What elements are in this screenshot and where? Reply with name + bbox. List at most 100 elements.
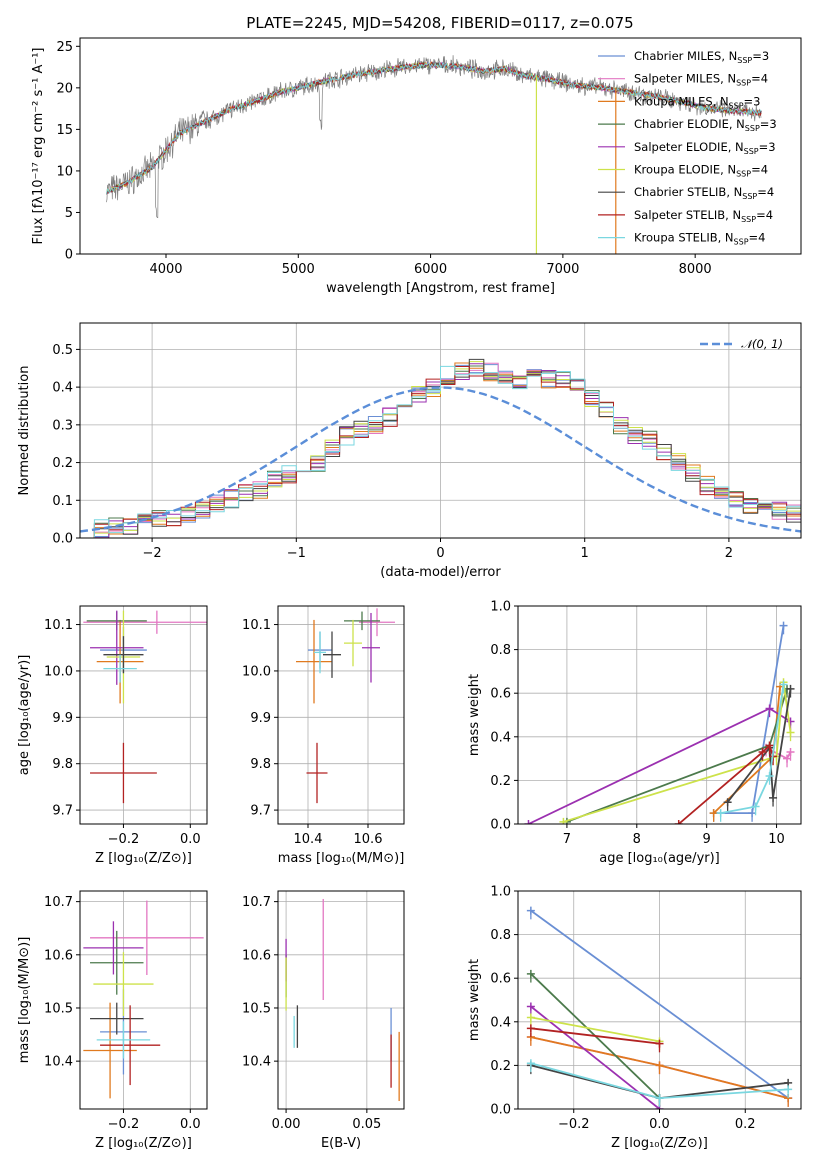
legend-label-subscript: SSP (745, 124, 760, 133)
y-tick-label: 0.2 (490, 1059, 511, 1074)
panel-spectrum: 4000 5000 6000 7000 8000 0 5 10 15 20 25 wavelength… (31, 37, 802, 296)
y-axis-label: mass [log₁₀(M/M⊙)] (17, 937, 32, 1064)
x-tick-label: 0.05 (352, 1117, 381, 1132)
legend-label-subscript: SSP (736, 170, 751, 179)
x-tick-label: 10.6 (354, 832, 383, 847)
series-line (530, 909, 789, 1099)
axes-frame (517, 890, 802, 1110)
data-point (90, 610, 144, 685)
plot-area-mass-vs-Z (83, 900, 204, 1099)
data-point (83, 921, 144, 975)
data-point (359, 608, 395, 637)
legend-label-suffix: =4 (756, 208, 773, 222)
x-tick-label: 0 (436, 546, 444, 561)
y-tick-label: 0.2 (52, 456, 73, 471)
series-line (530, 1016, 660, 1043)
data-point (344, 611, 380, 631)
histogram-step-line (80, 361, 801, 538)
plot-area-massweight-vs-age (524, 621, 795, 824)
series (716, 680, 788, 822)
y-tick-label: 10.1 (44, 618, 73, 633)
y-tick-label: 10.0 (242, 664, 271, 679)
legend: 𝒩(0, 1) (700, 337, 783, 351)
legend-label: Chabrier ELODIE, NSSP=3 (634, 117, 777, 133)
panel-mass-vs-Z: −0.2 0.0 10.4 10.5 10.6 10.7 Z [log₁₀(Z/Z⊙)] ma… (17, 890, 208, 1151)
y-tick-label: 9.8 (250, 757, 271, 772)
legend-label-name: Chabrier MILES, N (634, 49, 737, 63)
legend-label-subscript: SSP (734, 238, 749, 247)
x-tick-label: 10.4 (294, 832, 323, 847)
legend-label-suffix: =4 (757, 185, 774, 199)
plot-area-massweight-vs-Z (526, 906, 793, 1109)
x-tick-label: 0.0 (649, 1117, 670, 1132)
data-point (362, 612, 380, 683)
legend-label: 𝒩(0, 1) (741, 337, 783, 351)
panel-massweight-vs-Z: −0.2 0.0 0.2 0.0 0.2 0.4 0.6 0.8 1.0 Z [log₁₀(Z/Z… (467, 885, 802, 1151)
x-axis-label: E(B-V) (321, 1136, 361, 1151)
y-tick-label: 0.0 (52, 532, 73, 547)
y-tick-label: 10.4 (44, 1055, 73, 1070)
legend-label: Salpeter MILES, NSSP=4 (634, 72, 768, 88)
gaussian-reference-curve (80, 386, 801, 533)
legend-label-name: Chabrier ELODIE, N (634, 117, 745, 131)
x-tick-label: 0.2 (735, 1117, 756, 1132)
series (526, 1024, 664, 1053)
x-tick-label: 10 (768, 832, 785, 847)
x-axis-label: mass [log₁₀(M/M⊙)] (278, 851, 405, 866)
data-point (96, 1021, 151, 1059)
data-point (344, 619, 362, 667)
panel-mass-vs-EBV: 0.00 0.05 10.4 10.5 10.6 10.7 E(B-V) (242, 890, 405, 1151)
axes-frame (79, 322, 802, 539)
y-tick-label: 0.8 (490, 928, 511, 943)
data-point (323, 631, 341, 678)
legend-label: Chabrier MILES, NSSP=3 (634, 49, 769, 65)
x-axis-label: Z [log₁₀(Z/Z⊙)] (95, 851, 192, 866)
y-tick-label: 1.0 (490, 885, 511, 900)
y-axis-label: age [log₁₀(age/yr)] (17, 655, 32, 776)
x-tick-label: 7 (563, 832, 571, 847)
x-tick-label: −0.2 (108, 832, 140, 847)
y-axis-label: Flux [fλ10⁻¹⁷ erg cm⁻² s⁻¹ A⁻¹] (31, 48, 46, 245)
x-tick-label: 7000 (546, 262, 579, 277)
plus-marker (524, 820, 533, 824)
data-point (93, 952, 154, 1016)
y-tick-label: 5 (65, 206, 73, 221)
panel-age-vs-Z: −0.2 0.0 9.7 9.8 9.9 10.0 10.1 Z [log₁₀(Z/Z⊙)] a… (17, 605, 208, 866)
y-tick-label: 15 (56, 123, 73, 138)
plot-area-spectrum (106, 55, 762, 254)
x-tick-label: −0.2 (108, 1117, 140, 1132)
legend-label-name: Chabrier STELIB, N (634, 185, 742, 199)
x-axis-label: Z [log₁₀(Z/Z⊙)] (611, 1136, 708, 1151)
legend-label: Salpeter ELODIE, NSSP=3 (634, 140, 776, 156)
panel-massweight-vs-age: 7 8 9 10 0.0 0.2 0.4 0.6 0.8 1.0 age [log₁₀(age/yr… (467, 600, 802, 866)
x-tick-label: 0.0 (180, 1117, 201, 1132)
x-tick-label: −1 (287, 546, 306, 561)
x-tick-label: 5000 (282, 262, 315, 277)
axes-frame (517, 605, 802, 825)
data-point (90, 1002, 144, 1035)
axes-frame (277, 890, 405, 1110)
legend-label-suffix: =4 (751, 163, 768, 177)
histogram-step-line (80, 358, 801, 538)
data-point (90, 900, 204, 976)
legend-label-suffix: =3 (760, 117, 777, 131)
histogram-step-line (80, 365, 801, 538)
y-axis-label: mass weight (467, 674, 482, 756)
x-axis-label: (data-model)/error (380, 565, 501, 580)
y-tick-label: 0.3 (52, 418, 73, 433)
y-tick-label: 10.5 (44, 1001, 73, 1016)
plot-area-mass-vs-EBV (285, 898, 400, 1102)
y-tick-label: 0.0 (490, 1103, 511, 1118)
series-line (720, 684, 785, 814)
x-tick-label: −2 (143, 546, 162, 561)
legend-label-name: Salpeter MILES, N (634, 72, 736, 86)
y-tick-label: 9.7 (52, 804, 73, 819)
y-tick-label: 10.7 (44, 895, 73, 910)
x-tick-label: 8000 (679, 262, 712, 277)
x-tick-label: 1 (581, 546, 589, 561)
data-point (103, 654, 137, 683)
x-tick-label: 6000 (414, 262, 447, 277)
legend-label-subscript: SSP (729, 101, 744, 110)
